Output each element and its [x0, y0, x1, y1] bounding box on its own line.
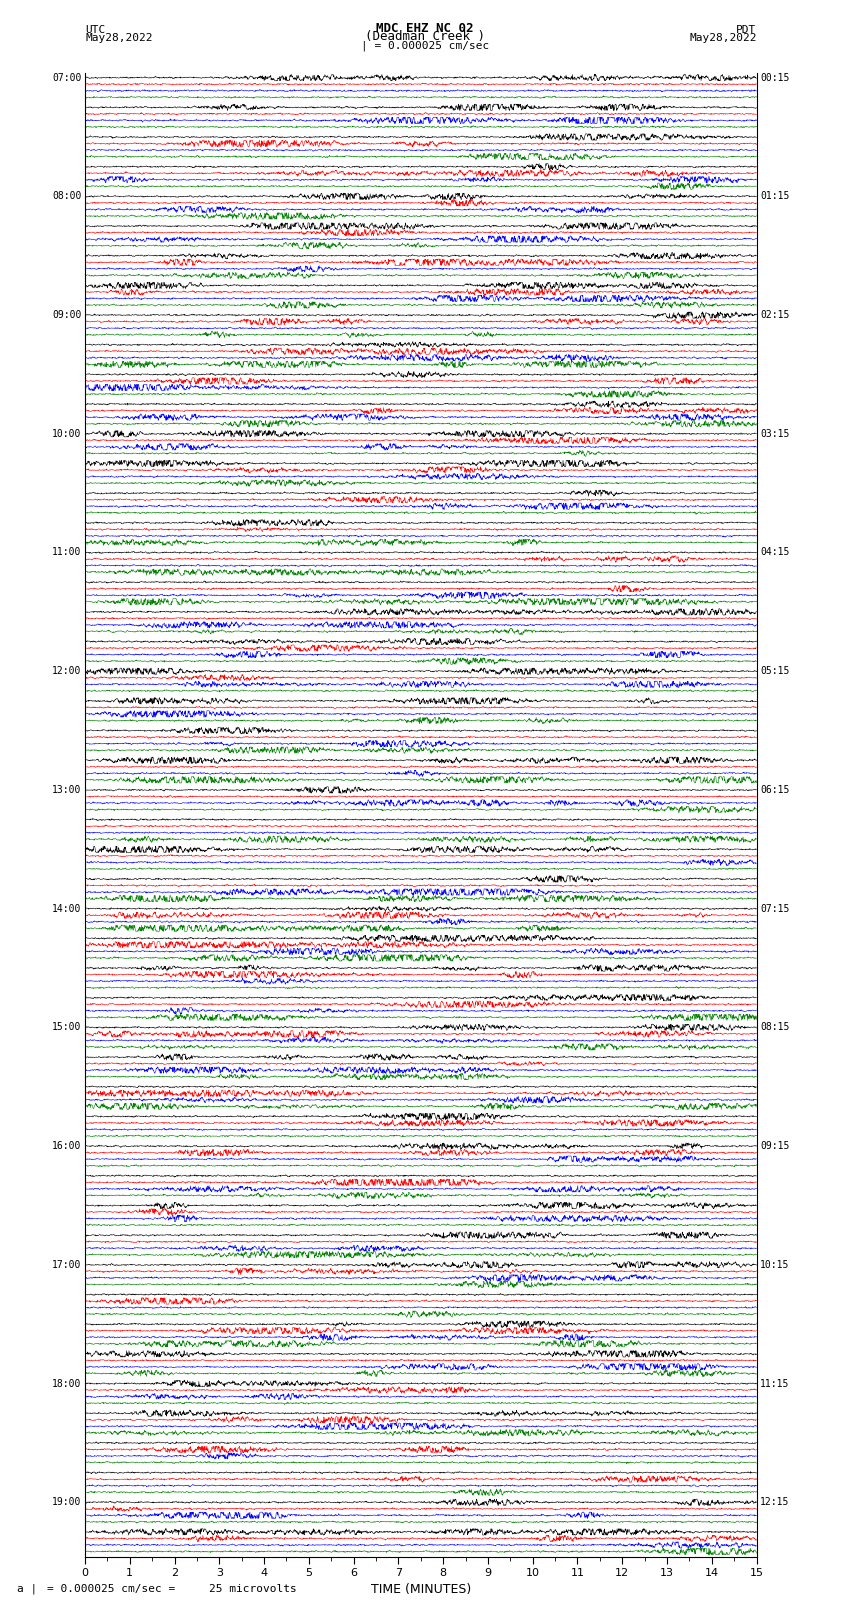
Text: 09:15: 09:15 [760, 1140, 790, 1152]
Text: MDC EHZ NC 02: MDC EHZ NC 02 [377, 21, 473, 35]
Text: 15:00: 15:00 [52, 1023, 82, 1032]
Text: 17:00: 17:00 [52, 1260, 82, 1269]
Text: 00:15: 00:15 [760, 73, 790, 82]
Text: 18:00: 18:00 [52, 1379, 82, 1389]
Text: 19:00: 19:00 [52, 1497, 82, 1507]
Text: 08:15: 08:15 [760, 1023, 790, 1032]
Text: (Deadman Creek ): (Deadman Creek ) [365, 29, 485, 44]
Text: 08:00: 08:00 [52, 192, 82, 202]
Text: 09:00: 09:00 [52, 310, 82, 319]
Text: 12:00: 12:00 [52, 666, 82, 676]
Text: 10:15: 10:15 [760, 1260, 790, 1269]
Text: PDT: PDT [736, 24, 756, 35]
Text: 10:00: 10:00 [52, 429, 82, 439]
Text: 05:15: 05:15 [760, 666, 790, 676]
Text: 16:00: 16:00 [52, 1140, 82, 1152]
Text: 11:00: 11:00 [52, 547, 82, 558]
Text: 11:15: 11:15 [760, 1379, 790, 1389]
X-axis label: TIME (MINUTES): TIME (MINUTES) [371, 1584, 471, 1597]
Text: 04:15: 04:15 [760, 547, 790, 558]
Text: 12:15: 12:15 [760, 1497, 790, 1507]
Text: May28,2022: May28,2022 [689, 32, 756, 44]
Text: 14:00: 14:00 [52, 903, 82, 913]
Text: 01:15: 01:15 [760, 192, 790, 202]
Text: 13:00: 13:00 [52, 786, 82, 795]
Text: 06:15: 06:15 [760, 786, 790, 795]
Text: 03:15: 03:15 [760, 429, 790, 439]
Text: = 0.000025 cm/sec =     25 microvolts: = 0.000025 cm/sec = 25 microvolts [47, 1584, 297, 1594]
Text: 07:15: 07:15 [760, 903, 790, 913]
Text: May28,2022: May28,2022 [85, 32, 152, 44]
Text: a |: a | [17, 1582, 37, 1594]
Text: 07:00: 07:00 [52, 73, 82, 82]
Text: | = 0.000025 cm/sec: | = 0.000025 cm/sec [361, 40, 489, 50]
Text: UTC: UTC [85, 24, 105, 35]
Text: 02:15: 02:15 [760, 310, 790, 319]
